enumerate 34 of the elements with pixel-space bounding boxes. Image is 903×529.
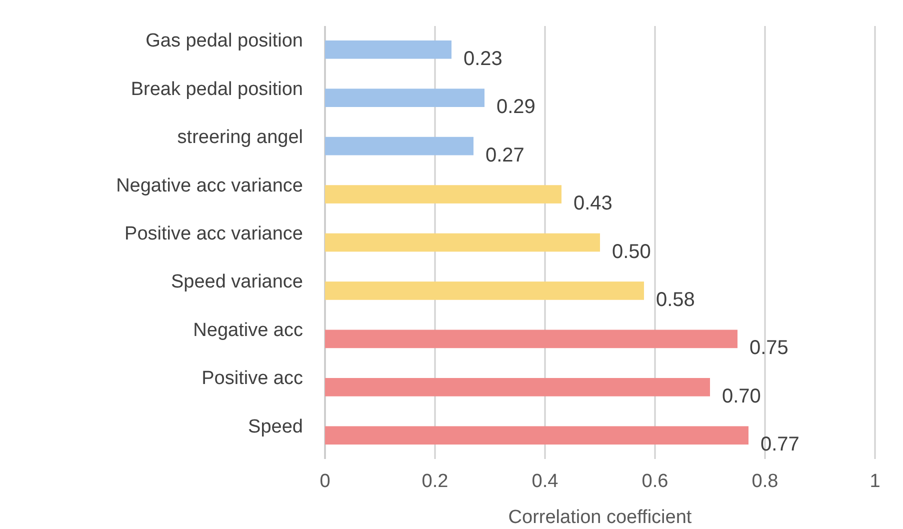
bar (325, 40, 452, 59)
data-label: 0.50 (612, 240, 651, 263)
y-tick-label: Speed (248, 416, 303, 438)
y-tick-label: Negative acc variance (116, 175, 303, 196)
x-tick-label: 1 (870, 471, 880, 492)
bar (325, 88, 484, 108)
x-tick-label: 0 (320, 471, 330, 492)
x-tick-label: 0.2 (422, 471, 448, 492)
data-label: 0.70 (722, 385, 761, 408)
data-label: 0.75 (750, 337, 788, 360)
y-tick-label: streering angel (177, 127, 303, 148)
x-tick-label: 0.8 (752, 471, 778, 492)
x-tick-label: 0.4 (532, 471, 559, 492)
bar (325, 136, 474, 156)
data-label: 0.43 (574, 192, 612, 215)
y-tick-label: Break pedal position (130, 78, 303, 100)
bar (325, 233, 600, 252)
bar (325, 378, 710, 396)
x-axis-title: Correlation coefficient (508, 507, 692, 528)
data-label: 0.29 (496, 96, 536, 118)
data-label: 0.27 (486, 144, 524, 166)
y-tick-label: Gas pedal position (146, 30, 303, 52)
y-tick-label: Positive acc variance (124, 224, 303, 245)
bar (325, 330, 738, 348)
y-tick-label: Speed variance (170, 272, 303, 293)
bar (325, 185, 562, 204)
y-tick-label: Positive acc (202, 368, 303, 390)
data-label: 0.77 (760, 434, 800, 456)
bar (325, 426, 748, 445)
bar (325, 282, 644, 300)
data-label: 0.58 (656, 289, 695, 311)
x-tick-label: 0.6 (642, 471, 668, 492)
y-tick-label: Negative acc (193, 320, 303, 341)
data-label: 0.23 (464, 48, 502, 70)
